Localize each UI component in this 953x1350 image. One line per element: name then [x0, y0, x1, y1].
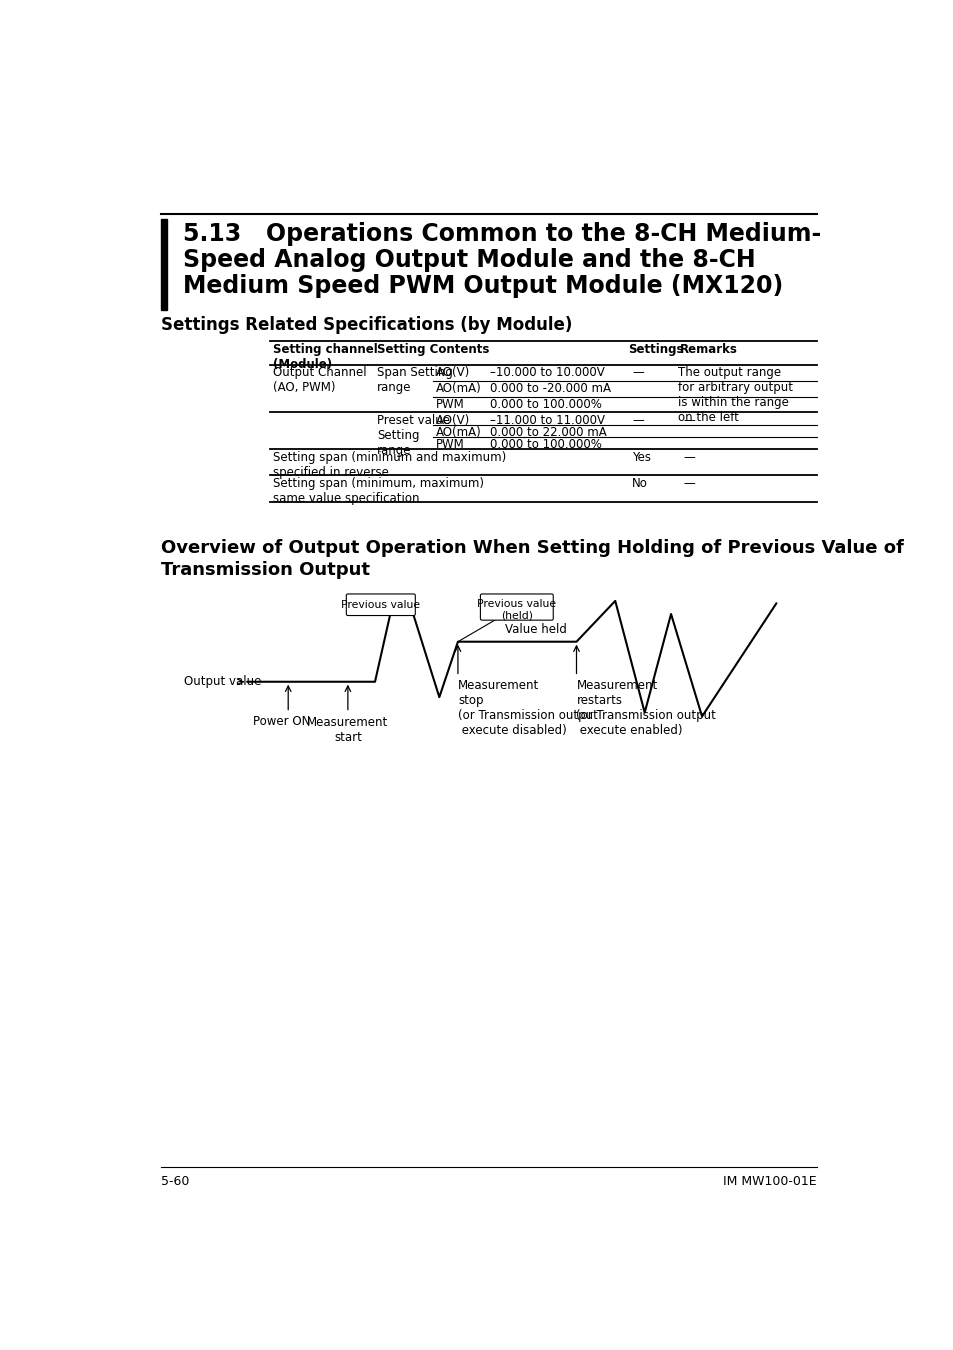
Text: 5-60: 5-60: [161, 1174, 190, 1188]
Text: —: —: [632, 414, 643, 427]
Text: Measurement
stop
(or Transmission output
 execute disabled): Measurement stop (or Transmission output…: [457, 679, 598, 737]
Text: Transmission Output: Transmission Output: [161, 560, 370, 579]
Text: Setting span (minimum, maximum)
same value specification: Setting span (minimum, maximum) same val…: [273, 477, 483, 505]
Text: —: —: [682, 477, 695, 490]
Text: Output value: Output value: [183, 675, 261, 688]
FancyBboxPatch shape: [346, 594, 415, 616]
Text: Preset value
Setting
range: Preset value Setting range: [377, 414, 450, 456]
Text: Span Setting
range: Span Setting range: [377, 366, 453, 394]
Text: Speed Analog Output Module and the 8-CH: Speed Analog Output Module and the 8-CH: [183, 248, 755, 273]
Text: PWM: PWM: [435, 439, 464, 451]
Text: –11.000 to 11.000V: –11.000 to 11.000V: [489, 414, 604, 427]
Text: AO(mA): AO(mA): [435, 427, 480, 439]
Text: 0.000 to 22.000 mA: 0.000 to 22.000 mA: [489, 427, 606, 439]
Text: Setting channel
(Module): Setting channel (Module): [273, 343, 377, 371]
Text: Medium Speed PWM Output Module (MX120): Medium Speed PWM Output Module (MX120): [183, 274, 782, 298]
Text: The output range
for arbitrary output
is within the range
on the left: The output range for arbitrary output is…: [678, 366, 792, 424]
Text: Value held: Value held: [505, 622, 566, 636]
Text: Yes: Yes: [632, 451, 651, 464]
FancyBboxPatch shape: [480, 594, 553, 620]
Text: 5.13   Operations Common to the 8-CH Medium-: 5.13 Operations Common to the 8-CH Mediu…: [183, 221, 821, 246]
Bar: [161, 219, 167, 310]
Text: Setting span (minimum and maximum)
specified in reverse: Setting span (minimum and maximum) speci…: [273, 451, 505, 479]
Text: —: —: [682, 451, 695, 464]
Text: PWM: PWM: [435, 398, 464, 412]
Text: Setting Contents: Setting Contents: [377, 343, 489, 356]
Text: Output Channel
(AO, PWM): Output Channel (AO, PWM): [273, 366, 366, 394]
Text: Remarks: Remarks: [679, 343, 737, 356]
Text: Measurement
restarts
(or Transmission output
 execute enabled): Measurement restarts (or Transmission ou…: [576, 679, 716, 737]
Text: Power ON: Power ON: [253, 716, 311, 728]
Text: Previous value
(held): Previous value (held): [476, 599, 556, 621]
Text: AO(V): AO(V): [435, 414, 469, 427]
Text: —: —: [682, 414, 695, 427]
Text: Settings Related Specifications (by Module): Settings Related Specifications (by Modu…: [161, 316, 572, 333]
Text: 0.000 to 100.000%: 0.000 to 100.000%: [489, 439, 601, 451]
Text: —: —: [632, 366, 643, 379]
Text: No: No: [632, 477, 647, 490]
Text: Measurement
start: Measurement start: [307, 716, 388, 744]
Text: 0.000 to 100.000%: 0.000 to 100.000%: [489, 398, 601, 412]
Text: AO(V): AO(V): [435, 366, 469, 379]
Text: IM MW100-01E: IM MW100-01E: [722, 1174, 816, 1188]
Text: Overview of Output Operation When Setting Holding of Previous Value of: Overview of Output Operation When Settin…: [161, 539, 903, 558]
Text: 0.000 to -20.000 mA: 0.000 to -20.000 mA: [489, 382, 610, 396]
Text: –10.000 to 10.000V: –10.000 to 10.000V: [489, 366, 604, 379]
Text: Settings: Settings: [628, 343, 683, 356]
Text: Previous value: Previous value: [341, 599, 420, 610]
Text: AO(mA): AO(mA): [435, 382, 480, 396]
